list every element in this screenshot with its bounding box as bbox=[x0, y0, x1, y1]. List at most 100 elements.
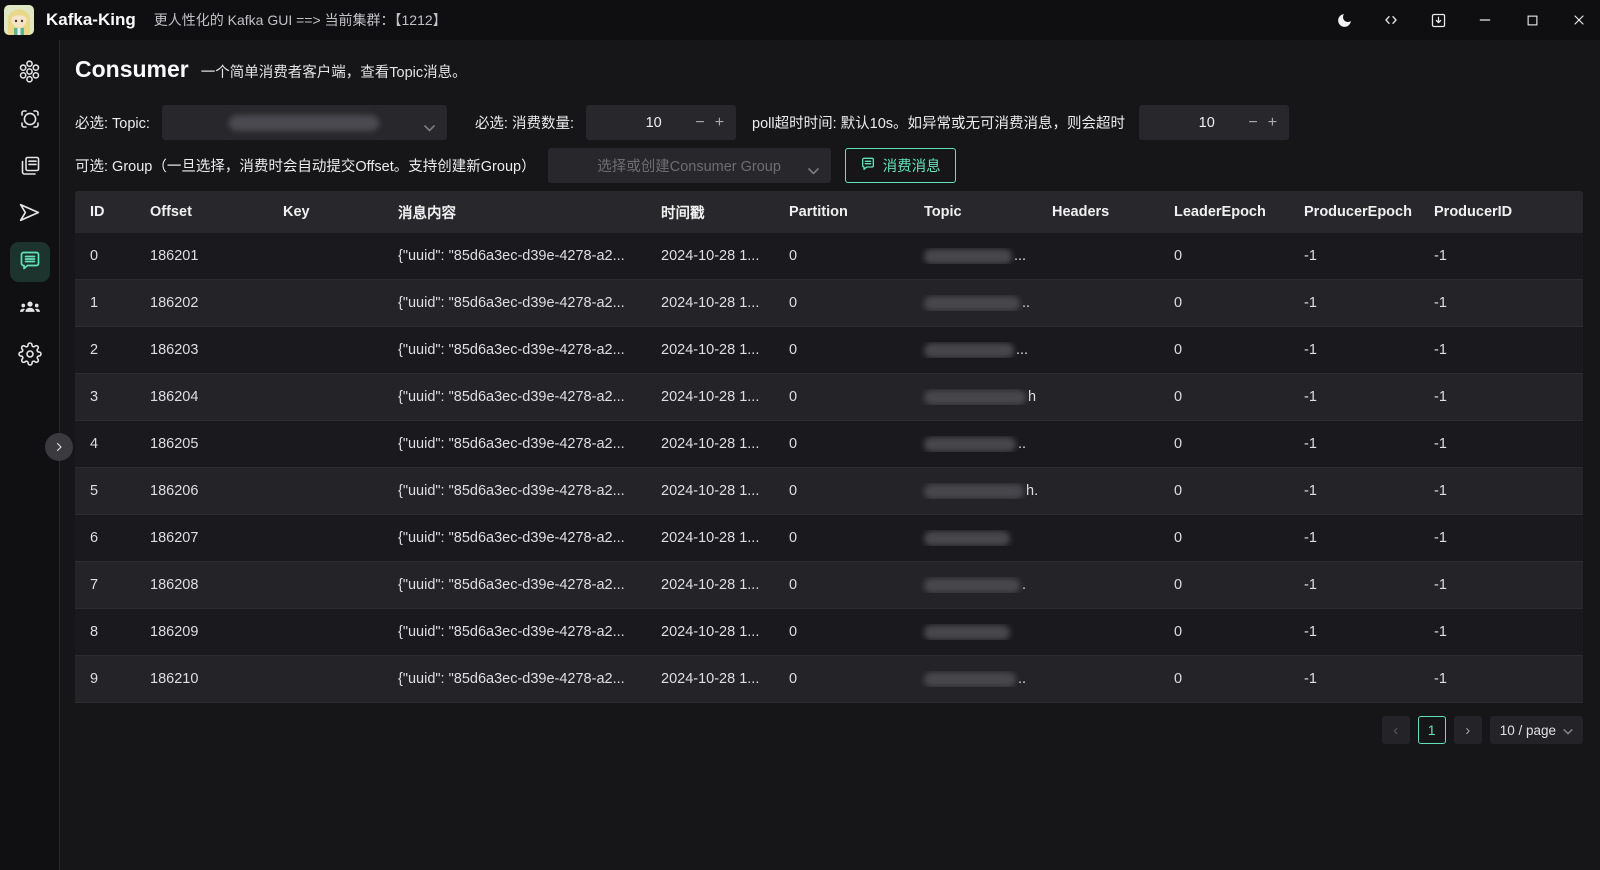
redacted-topic bbox=[924, 342, 1014, 358]
titlebar: Kafka-King 更人性化的 Kafka GUI ==> 当前集群：【121… bbox=[0, 0, 1600, 40]
main-content: Consumer 一个简单消费者客户端，查看Topic消息。 必选: Topic… bbox=[60, 40, 1600, 870]
minimize-button[interactable] bbox=[1476, 11, 1494, 29]
group-select[interactable]: 选择或创建Consumer Group bbox=[547, 148, 831, 183]
topics-icon bbox=[18, 154, 42, 183]
col-id: ID bbox=[90, 204, 105, 220]
cell-id: 3 bbox=[90, 389, 99, 405]
minus-button[interactable]: − bbox=[1248, 113, 1258, 131]
pagination: ‹ 1 › 10 / page bbox=[75, 716, 1583, 744]
table-row[interactable]: 1 186202 {"uuid": "85d6a3ec-d39e-4278-a2… bbox=[75, 280, 1583, 327]
col-partition: Partition bbox=[789, 204, 848, 220]
topic-select[interactable] bbox=[161, 105, 447, 140]
next-page-button[interactable]: › bbox=[1453, 716, 1482, 744]
cell-offset: 186209 bbox=[150, 624, 199, 640]
cell-partition: 0 bbox=[789, 248, 798, 264]
table-row[interactable]: 5 186206 {"uuid": "85d6a3ec-d39e-4278-a2… bbox=[75, 468, 1583, 515]
cell-timestamp: 2024-10-28 1... bbox=[661, 483, 760, 499]
cell-topic: . bbox=[909, 577, 1037, 593]
page-number-button[interactable]: 1 bbox=[1417, 716, 1446, 744]
redacted-topic bbox=[924, 389, 1026, 405]
cell-producerid: -1 bbox=[1434, 483, 1447, 499]
page-title: Consumer bbox=[75, 56, 189, 82]
cell-id: 7 bbox=[90, 577, 99, 593]
poll-timeout-value: 10 bbox=[1198, 114, 1215, 131]
cell-partition: 0 bbox=[789, 624, 798, 640]
redacted-topic bbox=[924, 624, 1010, 640]
col-timestamp: 时间戳 bbox=[661, 205, 705, 222]
col-producerid: ProducerID bbox=[1434, 204, 1513, 220]
cell-producerepoch: -1 bbox=[1304, 671, 1317, 687]
gear-icon bbox=[17, 341, 42, 371]
update-download-icon[interactable] bbox=[1429, 11, 1447, 29]
cell-partition: 0 bbox=[789, 671, 798, 687]
cell-topic: ... bbox=[909, 248, 1037, 264]
col-headers: Headers bbox=[1052, 204, 1110, 220]
cell-timestamp: 2024-10-28 1... bbox=[661, 577, 760, 593]
cell-message: {"uuid": "85d6a3ec-d39e-4278-a2... bbox=[398, 389, 625, 405]
table-row[interactable]: 3 186204 {"uuid": "85d6a3ec-d39e-4278-a2… bbox=[75, 374, 1583, 421]
cell-leaderepoch: 0 bbox=[1174, 342, 1183, 358]
sidebar-expand-button[interactable] bbox=[45, 433, 73, 461]
maximize-button[interactable] bbox=[1523, 11, 1541, 29]
table-row[interactable]: 9 186210 {"uuid": "85d6a3ec-d39e-4278-a2… bbox=[75, 656, 1583, 703]
page-subtitle: 一个简单消费者客户端，查看Topic消息。 bbox=[200, 65, 467, 81]
minus-button[interactable]: − bbox=[695, 113, 705, 131]
topic-label: 必选: Topic: bbox=[75, 116, 150, 132]
col-topic: Topic bbox=[924, 204, 962, 220]
cell-timestamp: 2024-10-28 1... bbox=[661, 295, 760, 311]
theme-toggle-moon-icon[interactable] bbox=[1335, 11, 1353, 29]
cell-partition: 0 bbox=[789, 342, 798, 358]
table-row[interactable]: 0 186201 {"uuid": "85d6a3ec-d39e-4278-a2… bbox=[75, 233, 1583, 280]
table-row[interactable]: 8 186209 {"uuid": "85d6a3ec-d39e-4278-a2… bbox=[75, 609, 1583, 656]
cell-id: 2 bbox=[90, 342, 99, 358]
quantity-stepper[interactable]: 10 − + bbox=[586, 105, 737, 140]
plus-button[interactable]: + bbox=[1267, 113, 1278, 131]
sidebar-item-cluster[interactable] bbox=[10, 54, 50, 94]
cell-producerepoch: -1 bbox=[1304, 436, 1317, 452]
poll-timeout-stepper[interactable]: 10 − + bbox=[1139, 105, 1290, 140]
sidebar-item-settings[interactable] bbox=[10, 336, 50, 376]
cell-producerepoch: -1 bbox=[1304, 530, 1317, 546]
cell-producerid: -1 bbox=[1434, 248, 1447, 264]
sidebar-item-topics[interactable] bbox=[10, 148, 50, 188]
cell-producerepoch: -1 bbox=[1304, 389, 1317, 405]
chevron-down-icon bbox=[1563, 723, 1573, 738]
redacted-topic bbox=[924, 436, 1016, 452]
table-row[interactable]: 6 186207 {"uuid": "85d6a3ec-d39e-4278-a2… bbox=[75, 515, 1583, 562]
consume-messages-button[interactable]: 消费消息 bbox=[844, 148, 956, 183]
cell-leaderepoch: 0 bbox=[1174, 295, 1183, 311]
col-key: Key bbox=[283, 204, 310, 220]
cell-partition: 0 bbox=[789, 483, 798, 499]
table-row[interactable]: 4 186205 {"uuid": "85d6a3ec-d39e-4278-a2… bbox=[75, 421, 1583, 468]
code-icon[interactable] bbox=[1382, 11, 1400, 29]
cell-id: 5 bbox=[90, 483, 99, 499]
table-row[interactable]: 7 186208 {"uuid": "85d6a3ec-d39e-4278-a2… bbox=[75, 562, 1583, 609]
close-button[interactable] bbox=[1570, 11, 1588, 29]
plus-button[interactable]: + bbox=[714, 113, 725, 131]
cell-offset: 186201 bbox=[150, 248, 199, 264]
group-label: 可选: Group（一旦选择，消费时会自动提交Offset。支持创建新Group… bbox=[75, 159, 536, 175]
cell-id: 4 bbox=[90, 436, 99, 452]
table-row[interactable]: 2 186203 {"uuid": "85d6a3ec-d39e-4278-a2… bbox=[75, 327, 1583, 374]
sidebar-item-groups[interactable] bbox=[10, 289, 50, 329]
prev-page-button[interactable]: ‹ bbox=[1381, 716, 1410, 744]
cell-offset: 186204 bbox=[150, 389, 199, 405]
sidebar-item-consumer[interactable] bbox=[9, 242, 50, 282]
cell-topic: .. bbox=[909, 436, 1037, 452]
page-size-value: 10 / page bbox=[1499, 722, 1556, 738]
cell-message: {"uuid": "85d6a3ec-d39e-4278-a2... bbox=[398, 530, 625, 546]
messages-table: ID Offset Key 消息内容 时间戳 Partition Topic H… bbox=[75, 191, 1583, 703]
quantity-value: 10 bbox=[645, 114, 662, 131]
cell-message: {"uuid": "85d6a3ec-d39e-4278-a2... bbox=[398, 577, 625, 593]
cell-message: {"uuid": "85d6a3ec-d39e-4278-a2... bbox=[398, 624, 625, 640]
chat-icon bbox=[860, 156, 876, 176]
window-controls bbox=[1335, 11, 1588, 29]
cell-leaderepoch: 0 bbox=[1174, 436, 1183, 452]
cell-id: 1 bbox=[90, 295, 99, 311]
cell-id: 8 bbox=[90, 624, 99, 640]
sidebar-item-producer[interactable] bbox=[10, 195, 50, 235]
sidebar-item-monitor[interactable] bbox=[10, 101, 50, 141]
page-size-select[interactable]: 10 / page bbox=[1489, 716, 1583, 744]
cell-producerepoch: -1 bbox=[1304, 483, 1317, 499]
cell-partition: 0 bbox=[789, 389, 798, 405]
